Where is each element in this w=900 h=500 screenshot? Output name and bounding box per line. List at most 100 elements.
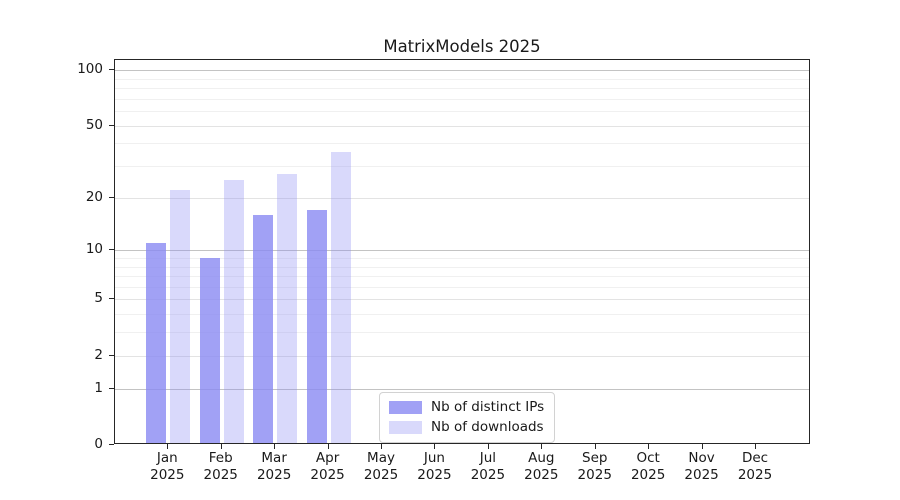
x-tick-label-oct: Oct 2025 bbox=[616, 450, 680, 483]
x-tick-label-jul: Jul 2025 bbox=[456, 450, 520, 483]
y-tick-label-2: 2 bbox=[94, 346, 103, 363]
x-label-month: Jan bbox=[156, 450, 178, 466]
x-label-month: Dec bbox=[741, 450, 769, 466]
x-label-month: Jun bbox=[423, 450, 445, 466]
x-tick-label-dec: Dec 2025 bbox=[723, 450, 787, 483]
bar-apr-nb-of-downloads bbox=[330, 151, 351, 443]
gridline-minor-30 bbox=[115, 166, 809, 168]
gridline-minor-9 bbox=[115, 258, 809, 259]
gridline-minor-60 bbox=[115, 111, 809, 113]
legend-label-downloads: Nb of downloads bbox=[431, 419, 544, 435]
y-tick-2 bbox=[109, 354, 114, 356]
x-label-year: 2025 bbox=[150, 466, 185, 483]
x-tick-mar bbox=[274, 444, 276, 449]
x-tick-jul bbox=[487, 444, 489, 449]
y-tick-5 bbox=[109, 298, 114, 300]
x-label-month: Aug bbox=[528, 450, 555, 466]
y-tick-0 bbox=[109, 444, 114, 445]
chart-title: MatrixModels 2025 bbox=[383, 37, 541, 56]
gridline-minor-4 bbox=[115, 314, 809, 316]
y-tick-label-50: 50 bbox=[85, 116, 103, 133]
x-label-month: Mar bbox=[261, 450, 287, 466]
x-label-year: 2025 bbox=[630, 466, 666, 483]
y-tick-100 bbox=[109, 69, 114, 71]
gridline-minor-6 bbox=[115, 286, 809, 288]
x-tick-label-jun: Jun 2025 bbox=[402, 450, 466, 483]
x-label-month: Oct bbox=[636, 450, 660, 466]
bar-feb-nb-of-downloads bbox=[223, 180, 244, 443]
x-tick-label-aug: Aug 2025 bbox=[509, 450, 573, 483]
bar-jan-nb-of-distinct-ips bbox=[146, 243, 167, 443]
legend-swatch-downloads bbox=[389, 421, 422, 434]
y-tick-label-1: 1 bbox=[94, 379, 103, 396]
x-label-year: 2025 bbox=[524, 466, 559, 483]
x-label-year: 2025 bbox=[363, 466, 399, 483]
x-tick-label-sep: Sep 2025 bbox=[563, 450, 627, 483]
x-tick-jun bbox=[434, 444, 436, 449]
y-tick-1 bbox=[109, 387, 114, 389]
x-label-year: 2025 bbox=[256, 466, 292, 483]
gridline-50 bbox=[115, 125, 809, 127]
x-tick-oct bbox=[648, 444, 650, 449]
gridline-minor-3 bbox=[115, 332, 809, 334]
x-label-year: 2025 bbox=[310, 466, 345, 483]
x-tick-jan bbox=[167, 444, 169, 449]
gridline-minor-70 bbox=[115, 98, 809, 100]
legend-label-distinct-ips: Nb of distinct IPs bbox=[431, 399, 545, 415]
gridline-minor-80 bbox=[115, 88, 809, 90]
gridline-2 bbox=[115, 355, 809, 357]
x-label-month: Nov bbox=[688, 450, 715, 466]
x-tick-label-feb: Feb 2025 bbox=[189, 450, 253, 483]
bar-apr-nb-of-distinct-ips bbox=[306, 210, 327, 443]
plot-area: Nb of distinct IPs Nb of downloads bbox=[114, 59, 810, 444]
bar-mar-nb-of-downloads bbox=[277, 174, 298, 443]
gridline-5 bbox=[115, 299, 809, 301]
y-tick-label-0: 0 bbox=[94, 436, 103, 452]
gridline-20 bbox=[115, 197, 809, 199]
x-tick-label-may: May 2025 bbox=[349, 450, 413, 483]
x-label-year: 2025 bbox=[577, 466, 612, 483]
gridline-10 bbox=[115, 250, 809, 252]
x-tick-feb bbox=[220, 444, 222, 449]
legend-entry-downloads: Nb of downloads bbox=[389, 420, 544, 435]
gridline-100 bbox=[115, 70, 809, 72]
x-label-year: 2025 bbox=[417, 466, 452, 483]
bar-jan-nb-of-downloads bbox=[170, 190, 191, 443]
bar-feb-nb-of-distinct-ips bbox=[199, 258, 220, 443]
y-tick-50 bbox=[109, 124, 114, 126]
legend: Nb of distinct IPs Nb of downloads bbox=[379, 392, 556, 443]
x-label-month: May bbox=[367, 450, 395, 466]
x-label-month: Jul bbox=[479, 450, 497, 466]
gridline-minor-8 bbox=[115, 266, 809, 268]
x-label-month: Sep bbox=[582, 450, 608, 466]
x-tick-dec bbox=[755, 444, 757, 449]
gridline-minor-40 bbox=[115, 143, 809, 145]
bar-mar-nb-of-distinct-ips bbox=[253, 214, 274, 443]
y-tick-label-20: 20 bbox=[85, 188, 103, 205]
x-label-year: 2025 bbox=[684, 466, 719, 483]
x-tick-may bbox=[381, 444, 383, 449]
y-tick-20 bbox=[109, 196, 114, 198]
x-tick-label-jan: Jan 2025 bbox=[135, 450, 199, 483]
x-tick-apr bbox=[327, 444, 329, 449]
legend-swatch-distinct-ips bbox=[389, 401, 422, 414]
y-tick-label-10: 10 bbox=[85, 241, 103, 258]
x-label-month: Feb bbox=[208, 450, 233, 466]
x-label-year: 2025 bbox=[470, 466, 506, 483]
gridline-1 bbox=[115, 388, 809, 390]
x-label-year: 2025 bbox=[203, 466, 238, 483]
x-tick-sep bbox=[594, 444, 596, 449]
x-label-month: Apr bbox=[315, 450, 340, 466]
x-tick-label-mar: Mar 2025 bbox=[242, 450, 306, 483]
x-label-year: 2025 bbox=[737, 466, 773, 483]
y-tick-label-5: 5 bbox=[94, 290, 103, 307]
x-tick-nov bbox=[701, 444, 703, 449]
x-tick-label-nov: Nov 2025 bbox=[670, 450, 734, 483]
y-tick-label-100: 100 bbox=[77, 61, 103, 78]
gridline-minor-7 bbox=[115, 276, 809, 278]
gridline-minor-90 bbox=[115, 78, 809, 80]
y-tick-10 bbox=[109, 249, 114, 251]
x-tick-aug bbox=[541, 444, 543, 449]
legend-entry-distinct-ips: Nb of distinct IPs bbox=[389, 400, 544, 415]
